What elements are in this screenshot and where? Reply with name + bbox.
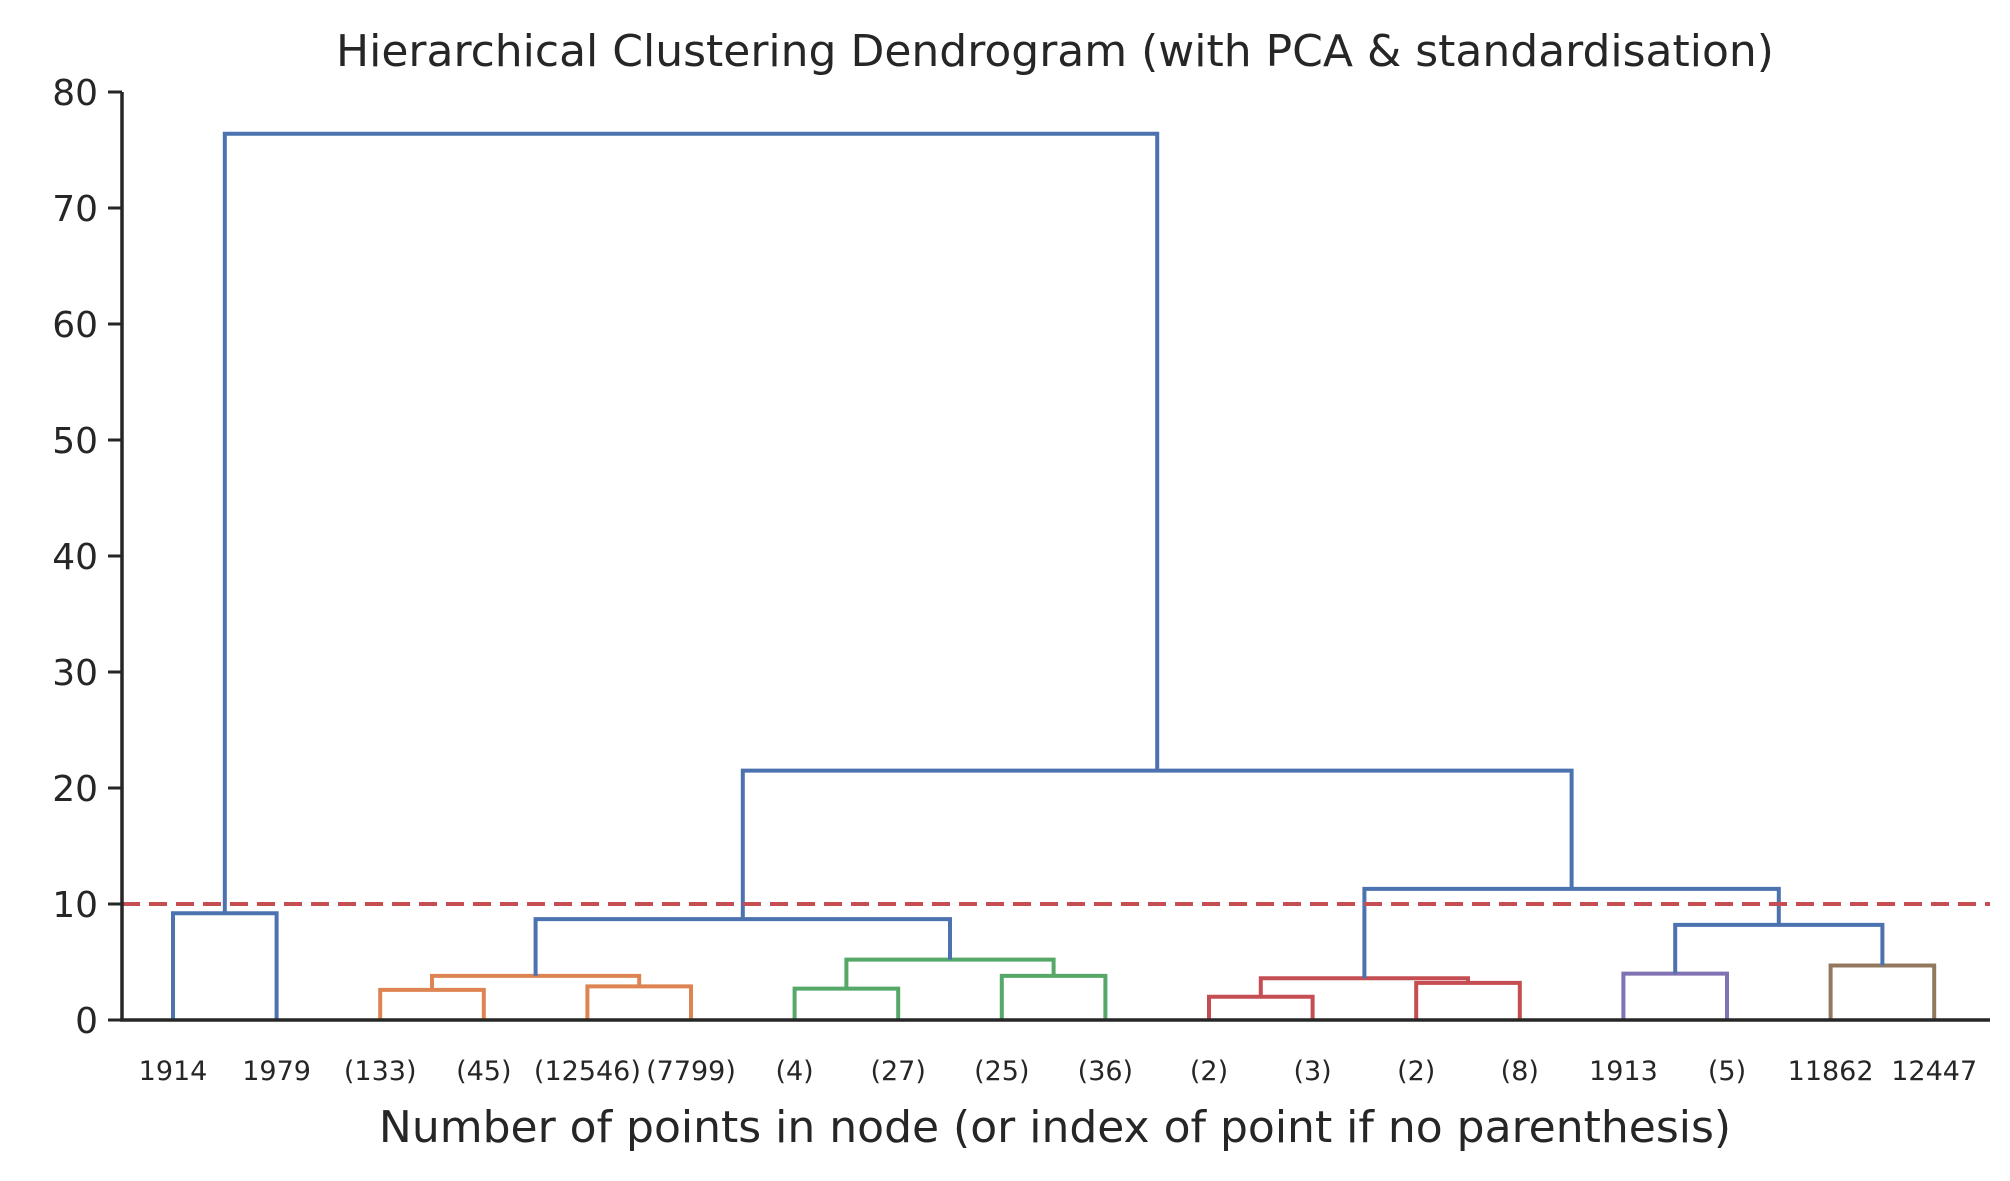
y-axis-ticks: 0 10 20 30 40 50 60 70 80 bbox=[52, 73, 122, 1042]
leaf-label: (3) bbox=[1293, 1056, 1331, 1087]
dendrogram-link bbox=[1207, 994, 1315, 1020]
leaf-label: (27) bbox=[870, 1056, 925, 1087]
leaf-label: 12447 bbox=[1891, 1056, 1977, 1087]
y-tick-label: 60 bbox=[52, 305, 98, 346]
y-tick-label: 50 bbox=[52, 421, 98, 462]
leaf-label: (4) bbox=[775, 1056, 813, 1087]
leaf-label: 1914 bbox=[139, 1056, 208, 1087]
leaf-label: (5) bbox=[1708, 1056, 1746, 1087]
leaf-label: 1979 bbox=[242, 1056, 311, 1087]
y-tick-label: 40 bbox=[52, 537, 98, 578]
dendrogram-link bbox=[533, 917, 952, 976]
y-tick-label: 20 bbox=[52, 769, 98, 810]
leaf-label: (133) bbox=[344, 1056, 417, 1087]
leaf-label: (2) bbox=[1397, 1056, 1435, 1087]
dendrogram-link bbox=[740, 768, 1574, 920]
leaf-label: (2) bbox=[1190, 1056, 1228, 1087]
dendrogram-link bbox=[1828, 963, 1937, 1020]
leaf-label: (25) bbox=[974, 1056, 1029, 1087]
dendrogram-link bbox=[222, 131, 1160, 914]
dendrogram-link bbox=[585, 984, 693, 1020]
leaf-label: (45) bbox=[456, 1056, 511, 1087]
y-tick-label: 70 bbox=[52, 189, 98, 230]
leaf-labels: 1914 1979 (133) (45) (12546) (7799) (4) (27) (25… bbox=[139, 1056, 1978, 1087]
leaf-label: (7799) bbox=[646, 1056, 736, 1087]
x-axis-label: Number of points in node (or index of po… bbox=[379, 1102, 1731, 1153]
y-tick-label: 80 bbox=[52, 73, 98, 114]
y-tick-label: 30 bbox=[52, 653, 98, 694]
leaf-label: (36) bbox=[1078, 1056, 1133, 1087]
leaf-label: (8) bbox=[1501, 1056, 1539, 1087]
dendrogram-links bbox=[171, 131, 1937, 1020]
dendrogram-link bbox=[1414, 980, 1522, 1020]
y-tick-label: 10 bbox=[52, 885, 98, 926]
dendrogram-link bbox=[999, 973, 1108, 1020]
leaf-label: 1913 bbox=[1589, 1056, 1658, 1087]
y-tick-label: 0 bbox=[75, 1001, 98, 1042]
leaf-label: 11862 bbox=[1788, 1056, 1874, 1087]
chart-title: Hierarchical Clustering Dendrogram (with… bbox=[336, 26, 1774, 77]
dendrogram-link bbox=[792, 986, 901, 1020]
leaf-label: (12546) bbox=[534, 1056, 641, 1087]
dendrogram-link bbox=[171, 911, 279, 1020]
dendrogram-link bbox=[1621, 971, 1729, 1020]
dendrogram-link bbox=[378, 987, 486, 1020]
